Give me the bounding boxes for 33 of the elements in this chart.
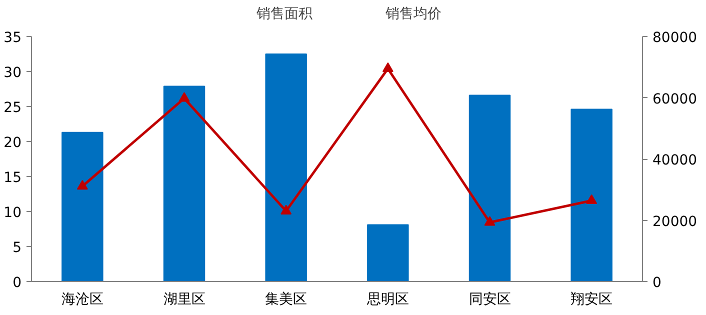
bar [367, 224, 409, 282]
y-tick-label: 20 [4, 135, 22, 151]
point [178, 92, 190, 102]
text: 销售均价 [386, 5, 442, 23]
bar [62, 132, 104, 282]
point [484, 216, 496, 226]
y-tick-label: 0 [12, 275, 22, 291]
y-tick-label: 5 [12, 240, 22, 256]
y2-tick-label: 20000 [652, 214, 698, 230]
x-tick-label: 海沧区 [61, 292, 104, 308]
bar [570, 108, 612, 282]
y2-tick-label: 60000 [652, 91, 698, 108]
x-tick-label: 思明区 [366, 292, 409, 308]
y-tick-label: 10 [4, 205, 22, 221]
y-tick-label: 35 [4, 30, 22, 46]
y-tick-label: 30 [4, 65, 22, 81]
bar [265, 54, 307, 282]
point [382, 62, 394, 72]
point [76, 180, 88, 190]
x-tick-label: 翔安区 [570, 292, 613, 308]
y-tick-label: 15 [4, 170, 22, 186]
text: 销售面积 [256, 5, 314, 23]
y-tick-label: 25 [4, 100, 22, 116]
y2-tick-label: 40000 [652, 152, 698, 168]
y2-tick-label: 0 [652, 275, 662, 291]
x-tick-label: 湖里区 [163, 292, 206, 308]
bar [468, 94, 511, 282]
point [586, 194, 598, 204]
y2-tick-label: 80000 [652, 30, 698, 46]
bar [163, 86, 206, 282]
x-tick-label: 同安区 [468, 292, 511, 308]
x-tick-label: 集美区 [265, 292, 308, 308]
point [280, 204, 292, 214]
